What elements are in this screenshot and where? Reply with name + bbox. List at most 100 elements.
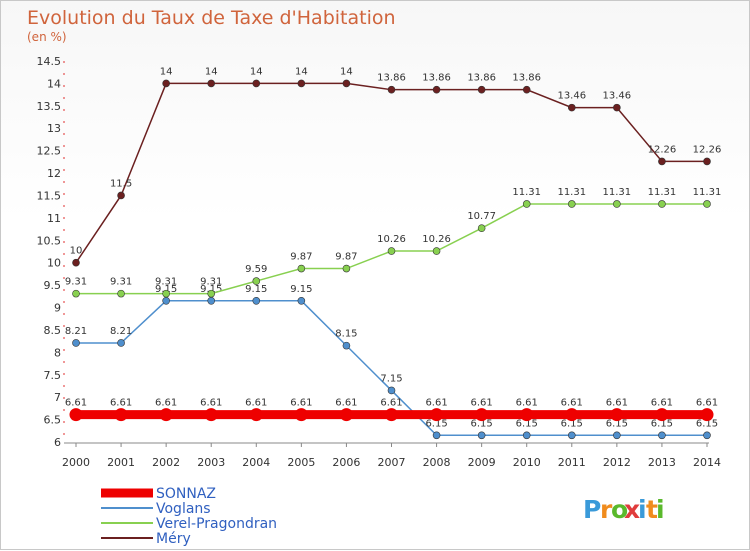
data-label: 6.61: [425, 398, 447, 409]
data-label: 13.46: [557, 91, 586, 102]
data-label: 10.77: [467, 211, 496, 222]
data-point: [475, 408, 489, 422]
logo-letter: o: [611, 495, 628, 524]
data-label: 11.31: [648, 187, 677, 198]
legend-item: Verel-Pragondran: [101, 516, 277, 532]
data-point: [159, 408, 173, 422]
data-point: [342, 341, 351, 350]
data-point: [339, 408, 353, 422]
data-label: 6.61: [651, 398, 673, 409]
x-tick-label: 2010: [513, 456, 541, 469]
data-label: 10: [70, 246, 83, 257]
data-label: 8.21: [65, 326, 87, 337]
data-point: [297, 297, 306, 305]
data-point: [700, 408, 714, 422]
logo-letter: t: [646, 495, 658, 524]
chart-subtitle: (en %): [27, 30, 67, 44]
x-tick-label: 2011: [558, 456, 586, 469]
data-point: [522, 200, 531, 208]
legend-item: SONNAZ: [101, 486, 216, 502]
y-tick-label: 14: [47, 77, 61, 90]
data-point: [613, 431, 621, 440]
series-sonnaz: 6.61 6.61 6.61 6.61 6.61 6.61 6.61 6.61 6.61 6.61…: [65, 398, 718, 422]
data-point: [567, 431, 576, 440]
x-tick-label: 2004: [242, 456, 270, 469]
y-tick-label: 6.5: [44, 414, 62, 427]
data-label: 14: [295, 66, 308, 77]
data-label: 6.61: [200, 398, 222, 409]
x-tick-label: 2007: [378, 456, 406, 469]
data-label: 6.61: [155, 398, 177, 409]
x-tick-label: 2003: [197, 456, 225, 469]
data-label: 9.15: [200, 284, 222, 295]
data-label: 13.86: [467, 73, 496, 84]
data-label: 9.31: [65, 277, 87, 288]
y-tick-label: 8: [54, 346, 61, 359]
data-point: [162, 289, 170, 298]
data-label: 6.61: [561, 398, 583, 409]
data-point: [207, 297, 216, 305]
data-label: 9.31: [155, 277, 177, 288]
x-tick-label: 2006: [332, 456, 360, 469]
data-label: 9.15: [245, 284, 267, 295]
data-label: 11.31: [512, 187, 541, 198]
data-label: 6.61: [380, 398, 402, 409]
data-label: 9.31: [110, 277, 132, 288]
y-tick-label: 13: [47, 122, 61, 135]
series-m-ry: 10 11.5 14 14 14 14 14 13.86 13.86 13.86 13.86 13.4…: [70, 66, 721, 267]
logo-letter: i: [656, 495, 665, 524]
legend-item: Méry: [101, 531, 191, 547]
data-label: 9.87: [335, 252, 357, 263]
data-point: [114, 408, 128, 422]
data-point: [249, 408, 263, 422]
data-point: [432, 85, 441, 94]
y-tick-label: 6: [54, 436, 61, 449]
y-tick-label: 7.5: [44, 369, 62, 382]
data-label: 6.15: [606, 418, 628, 429]
x-tick-label: 2012: [603, 456, 631, 469]
data-label: 6.61: [471, 398, 493, 409]
data-label: 6.15: [471, 418, 493, 429]
legend-label: Voglans: [156, 501, 211, 517]
logo-letter: r: [600, 495, 613, 524]
data-point: [567, 200, 576, 208]
data-point: [432, 247, 441, 255]
data-point: [477, 431, 486, 440]
data-label: 13.86: [422, 73, 451, 84]
logo-letter: x: [624, 495, 640, 524]
data-label: 14: [250, 66, 263, 77]
data-label: 12.26: [648, 144, 677, 155]
data-point: [342, 79, 351, 88]
series-voglans: 8.21 8.21 9.15 9.15 9.15 9.15 8.15 7.15 6.15 6.15…: [65, 284, 718, 440]
data-point: [117, 339, 125, 347]
x-tick-label: 2002: [152, 456, 180, 469]
data-point: [565, 408, 579, 422]
data-label: 13.86: [512, 73, 541, 84]
data-label: 6.61: [290, 398, 312, 409]
y-tick-label: 9.5: [44, 279, 62, 292]
data-point: [387, 386, 396, 395]
data-label: 9.15: [290, 284, 312, 295]
data-label: 11.31: [693, 187, 722, 198]
data-label: 6.61: [516, 398, 538, 409]
data-label: 10.26: [377, 234, 406, 245]
data-point: [613, 103, 621, 112]
data-point: [342, 264, 351, 273]
data-point: [655, 408, 669, 422]
data-point: [387, 247, 396, 255]
data-label: 6.61: [606, 398, 628, 409]
data-point: [162, 297, 170, 305]
axes: 6 6.5 7 7.5 8 8.5 9 9.5 10 10.5 11 11.5 12 12.5 13 13.5…: [37, 55, 722, 469]
data-point: [297, 79, 306, 88]
data-point: [432, 431, 441, 440]
data-point: [658, 200, 666, 208]
data-point: [72, 339, 80, 347]
y-tick-label: 8.5: [44, 324, 62, 337]
data-point: [207, 289, 216, 298]
data-point: [252, 297, 261, 305]
data-label: 9.15: [155, 284, 177, 295]
legend-label: Verel-Pragondran: [156, 516, 277, 532]
data-point: [385, 408, 398, 422]
